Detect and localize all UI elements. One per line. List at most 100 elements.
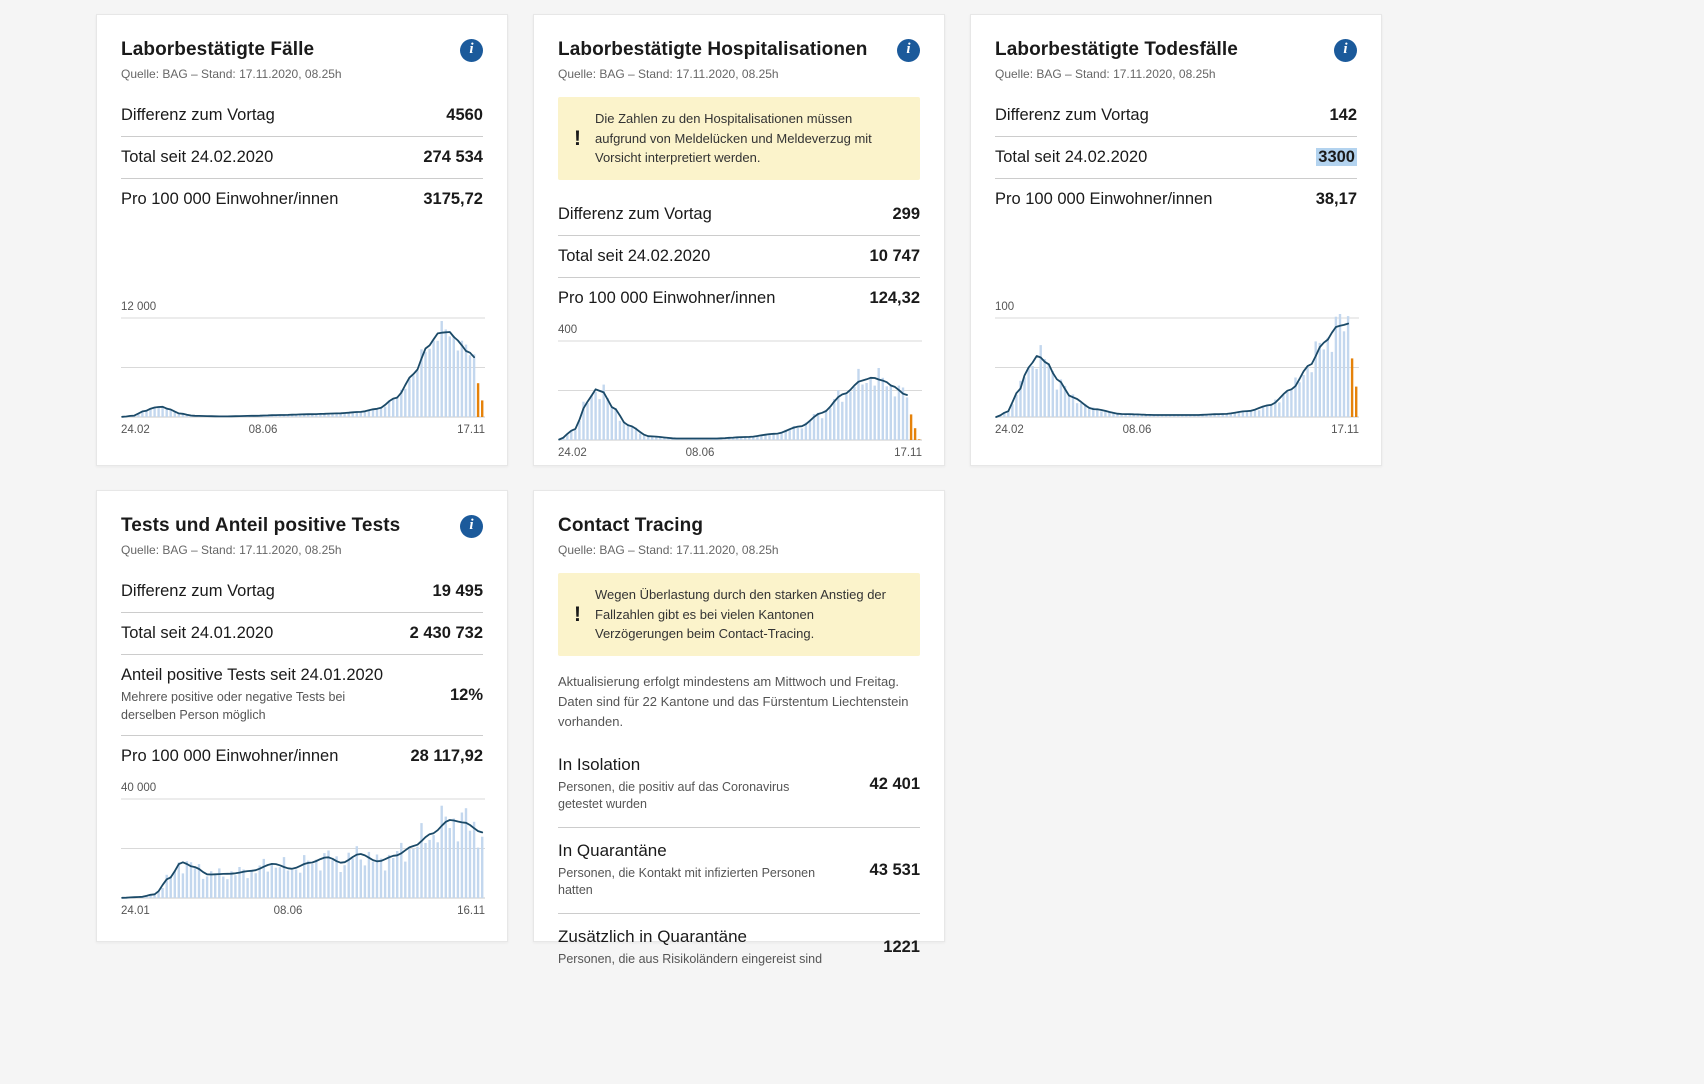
info-button[interactable]: i (460, 515, 483, 538)
stat-list: Differenz zum Vortag 299 Total seit 24.0… (558, 194, 920, 319)
stat-label: Pro 100 000 Einwohner/innen (121, 190, 339, 208)
svg-text:08.06: 08.06 (249, 424, 278, 436)
card-header: Laborbestätigte Fälle Quelle: BAG – Stan… (121, 39, 483, 81)
stat-row: Pro 100 000 Einwohner/innen 3175,72 (121, 179, 483, 220)
info-icon: i (906, 41, 911, 57)
dashboard: Laborbestätigte Fälle Quelle: BAG – Stan… (96, 14, 1382, 966)
source-line: Quelle: BAG – Stand: 17.11.2020, 08.25h (995, 67, 1216, 81)
stat-value: 12% (449, 685, 483, 704)
card-header: Laborbestätigte Hospitalisationen Quelle… (558, 39, 920, 81)
stat-row: Total seit 24.02.2020 3300 (995, 137, 1357, 179)
stat-value: 274 534 (423, 148, 483, 166)
stat-label: Total seit 24.02.2020 (995, 148, 1148, 166)
stat-row: Differenz zum Vortag 299 (558, 194, 920, 236)
text-selection-highlight: 3300 (1316, 148, 1357, 166)
warning-text: Die Zahlen zu den Hospitalisationen müss… (595, 111, 872, 165)
update-info-text: Aktualisierung erfolgt mindestens am Mit… (558, 673, 909, 729)
svg-text:24.02: 24.02 (558, 447, 587, 459)
warning-text: Wegen Überlastung durch den starken Anst… (595, 587, 886, 641)
exclamation-icon: ! (574, 126, 581, 150)
stat-label: Total seit 24.02.2020 (121, 148, 274, 166)
stat-label: Pro 100 000 Einwohner/innen (121, 747, 339, 765)
stat-label: In Quarantäne (558, 840, 667, 860)
svg-text:24.01: 24.01 (121, 905, 150, 917)
source-line: Quelle: BAG – Stand: 17.11.2020, 08.25h (558, 543, 779, 557)
stat-row: Pro 100 000 Einwohner/innen 28 117,92 (121, 736, 483, 777)
warning-banner: ! Die Zahlen zu den Hospitalisationen mü… (558, 97, 920, 180)
stat-row: Anteil positive Tests seit 24.01.2020 Me… (121, 655, 483, 736)
epidemic-curve-chart: 12 000 24.02 08.06 17.11 (121, 296, 485, 441)
stat-value: 19 495 (432, 582, 483, 600)
svg-text:400: 400 (558, 324, 577, 336)
stat-row: In Quarantäne Personen, die Kontakt mit … (558, 828, 920, 914)
info-button[interactable]: i (1334, 39, 1357, 62)
stat-value: 2 430 732 (409, 624, 483, 642)
svg-text:40 000: 40 000 (121, 782, 156, 794)
card-laborbestaetigte-todesfaelle: Laborbestätigte Todesfälle Quelle: BAG –… (970, 14, 1382, 466)
tests-chart: 40 000 24.01 08.06 16.11 (121, 777, 485, 922)
epidemic-curve-chart: 100 24.02 08.06 17.11 (995, 296, 1359, 441)
stat-value: 3300 (1316, 148, 1357, 167)
svg-text:17.11: 17.11 (1331, 424, 1359, 436)
stat-value: 10 747 (869, 246, 920, 265)
stat-label: Total seit 24.02.2020 (558, 246, 711, 265)
stat-value: 1221 (883, 938, 920, 957)
card-tests: Tests und Anteil positive Tests Quelle: … (96, 490, 508, 942)
stat-list: In Isolation Personen, die positiv auf d… (558, 742, 920, 982)
stat-row: Total seit 24.02.2020 274 534 (121, 137, 483, 179)
stat-label: Differenz zum Vortag (121, 106, 275, 124)
stat-label: In Isolation (558, 754, 641, 774)
stat-label: Differenz zum Vortag (121, 582, 275, 600)
stat-label: Differenz zum Vortag (558, 204, 712, 223)
source-line: Quelle: BAG – Stand: 17.11.2020, 08.25h (121, 67, 342, 81)
stat-note: Personen, die aus Risikoländern eingerei… (558, 951, 823, 966)
stat-label: Total seit 24.01.2020 (121, 624, 274, 642)
stat-row: Zusätzlich in Quarantäne Personen, die a… (558, 914, 920, 982)
stat-label: Anteil positive Tests seit 24.01.2020 (121, 666, 384, 684)
stat-value: 4560 (446, 106, 483, 124)
stat-value: 43 531 (869, 860, 920, 879)
stat-label: Zusätzlich in Quarantäne (558, 926, 747, 946)
card-title: Contact Tracing (558, 515, 704, 536)
stat-list: Differenz zum Vortag 19 495 Total seit 2… (121, 571, 483, 777)
svg-text:12 000: 12 000 (121, 301, 156, 313)
exclamation-icon: ! (574, 602, 581, 626)
stat-note: Personen, die Kontakt mit infizierten Pe… (558, 865, 816, 898)
stat-value: 142 (1329, 106, 1357, 124)
info-icon: i (469, 41, 474, 57)
card-title: Tests und Anteil positive Tests (121, 515, 401, 536)
svg-text:17.11: 17.11 (457, 424, 485, 436)
card-title: Laborbestätigte Todesfälle (995, 39, 1238, 60)
card-title: Laborbestätigte Fälle (121, 39, 315, 60)
svg-text:08.06: 08.06 (686, 447, 715, 459)
source-line: Quelle: BAG – Stand: 17.11.2020, 08.25h (558, 67, 779, 81)
stat-row: Differenz zum Vortag 19 495 (121, 571, 483, 613)
stat-value: 299 (892, 204, 920, 223)
stat-list: Differenz zum Vortag 4560 Total seit 24.… (121, 95, 483, 220)
stat-value: 3175,72 (423, 190, 483, 208)
stat-row: Total seit 24.01.2020 2 430 732 (121, 613, 483, 655)
stat-value: 124,32 (869, 288, 920, 307)
stat-label: Pro 100 000 Einwohner/innen (558, 288, 776, 307)
stat-row: Pro 100 000 Einwohner/innen 124,32 (558, 278, 920, 319)
stat-label: Pro 100 000 Einwohner/innen (995, 190, 1213, 208)
info-icon: i (469, 517, 474, 533)
stat-label: Differenz zum Vortag (995, 106, 1149, 124)
info-button[interactable]: i (460, 39, 483, 62)
warning-banner: ! Wegen Überlastung durch den starken An… (558, 573, 920, 656)
svg-text:08.06: 08.06 (274, 905, 303, 917)
stat-row: Differenz zum Vortag 4560 (121, 95, 483, 137)
card-contact-tracing: Contact Tracing Quelle: BAG – Stand: 17.… (533, 490, 945, 966)
stat-value: 42 401 (869, 774, 920, 793)
stat-value: 28 117,92 (410, 747, 484, 765)
info-button[interactable]: i (897, 39, 920, 62)
card-header: Contact Tracing Quelle: BAG – Stand: 17.… (558, 515, 920, 557)
stat-note: Personen, die positiv auf das Coronaviru… (558, 779, 790, 812)
info-icon: i (1343, 41, 1348, 57)
source-line: Quelle: BAG – Stand: 17.11.2020, 08.25h (121, 543, 342, 557)
svg-text:24.02: 24.02 (995, 424, 1024, 436)
stat-row: Pro 100 000 Einwohner/innen 38,17 (995, 179, 1357, 220)
stat-note: Mehrere positive oder negative Tests bei… (121, 690, 346, 722)
card-header: Tests und Anteil positive Tests Quelle: … (121, 515, 483, 557)
svg-text:08.06: 08.06 (1123, 424, 1152, 436)
